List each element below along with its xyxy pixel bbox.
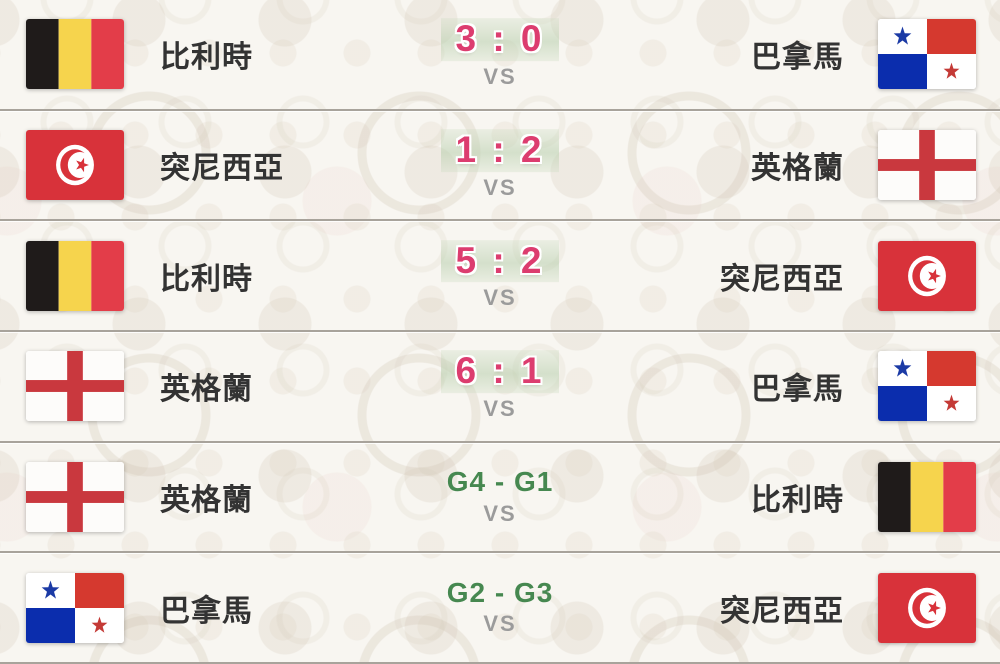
away-team-flag-icon [878,240,976,311]
match-row[interactable]: 巴拿馬 G2 - G3 VS 突尼西亞 [0,553,1000,664]
home-team-flag-icon [26,130,124,200]
match-score: 5 : 2 [441,239,559,283]
away-team-flag-icon [878,130,976,200]
match-score-block: 3 : 0 VS [360,18,640,90]
home-team-name: 比利時 [160,41,253,75]
match-score: G4 - G1 [446,466,554,498]
home-team-flag-icon [26,351,124,422]
home-team-name: 英格蘭 [160,484,253,518]
away-team-flag-icon [878,351,976,422]
away-team-flag-icon [878,19,976,90]
match-row[interactable]: 突尼西亞 1 : 2 VS 英格蘭 [0,111,1000,222]
home-team-name: 比利時 [160,262,253,296]
vs-label: VS [483,396,517,422]
home-team-name: 突尼西亞 [160,152,284,185]
vs-label: VS [483,500,517,526]
home-team-name: 英格蘭 [160,373,253,407]
away-team-flag-icon [878,572,976,643]
match-row[interactable]: 英格蘭 6 : 1 VS 巴拿馬 [0,332,1000,443]
vs-label: VS [483,174,517,200]
vs-label: VS [483,64,517,90]
match-score-block: G2 - G3 VS [360,576,640,638]
away-team-flag-icon [878,462,976,533]
match-score: 3 : 0 [441,18,559,62]
away-team-name: 突尼西亞 [720,594,844,628]
match-row[interactable]: 比利時 3 : 0 VS 巴拿馬 [0,0,1000,111]
vs-label: VS [483,285,517,311]
match-score-block: 1 : 2 VS [360,129,640,201]
match-score-block: 5 : 2 VS [360,239,640,312]
match-row[interactable]: 英格蘭 G4 - G1 VS 比利時 [0,443,1000,554]
home-team-flag-icon [26,240,124,311]
match-score: 1 : 2 [441,129,559,172]
match-score: 6 : 1 [441,350,559,394]
match-score-block: G4 - G1 VS [360,466,640,527]
away-team-name: 巴拿馬 [751,373,844,407]
home-team-flag-icon [26,462,124,533]
home-team-flag-icon [26,19,124,90]
home-team-name: 巴拿馬 [160,594,253,628]
home-team-flag-icon [26,572,124,643]
vs-label: VS [483,611,517,637]
match-score: G2 - G3 [446,576,554,608]
match-score-block: 6 : 1 VS [360,350,640,423]
away-team-name: 比利時 [751,484,844,518]
away-team-name: 巴拿馬 [751,41,844,75]
match-row[interactable]: 比利時 5 : 2 VS 突尼西亞 [0,221,1000,333]
away-team-name: 英格蘭 [751,152,844,185]
away-team-name: 突尼西亞 [720,262,844,296]
